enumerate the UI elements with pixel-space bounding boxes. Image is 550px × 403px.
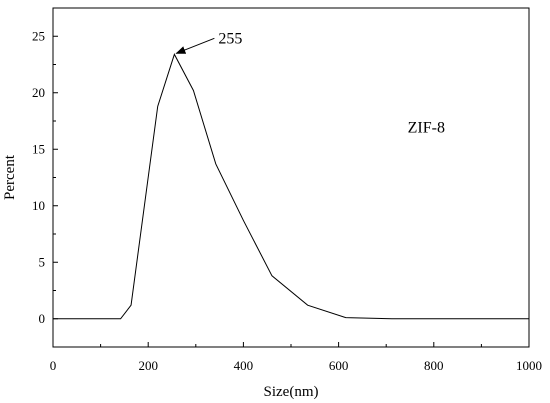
y-tick-label: 20 xyxy=(32,85,45,100)
x-tick-label: 200 xyxy=(138,358,158,373)
series-line xyxy=(53,53,529,320)
x-tick-label: 400 xyxy=(234,358,254,373)
y-axis-title: Percent xyxy=(2,154,18,200)
y-tick-label: 10 xyxy=(32,198,45,213)
annotation-arrow xyxy=(175,37,215,54)
x-axis-ticks: 0 200 400 600 800 1000 xyxy=(50,342,542,373)
plot-frame xyxy=(52,7,530,348)
x-tick-label: 0 xyxy=(50,358,57,373)
y-tick-label: 25 xyxy=(32,28,45,43)
x-tick-label: 600 xyxy=(329,358,349,373)
x-axis-title: Size(nm) xyxy=(264,384,319,400)
y-tick-label: 0 xyxy=(39,311,46,326)
peak-annotation-label: 255 xyxy=(218,30,242,47)
x-tick-label: 1000 xyxy=(516,358,542,373)
y-tick-label: 15 xyxy=(32,141,45,156)
y-axis-ticks: 0 5 10 15 20 25 xyxy=(32,28,58,326)
sample-annotation-label: ZIF-8 xyxy=(408,119,445,136)
y-tick-label: 5 xyxy=(39,254,46,269)
x-tick-label: 800 xyxy=(424,358,444,373)
